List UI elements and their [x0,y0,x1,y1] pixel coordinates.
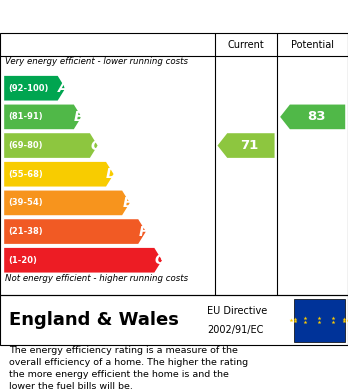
Text: 71: 71 [240,139,259,152]
Text: E: E [123,196,132,210]
Polygon shape [280,104,345,129]
Text: (21-38): (21-38) [8,227,43,236]
Text: The energy efficiency rating is a measure of the
overall efficiency of a home. T: The energy efficiency rating is a measur… [9,346,248,391]
Text: C: C [90,138,100,152]
Text: Current: Current [228,39,264,50]
Text: G: G [154,253,165,267]
Polygon shape [4,190,130,215]
Polygon shape [4,133,97,158]
Polygon shape [4,104,81,129]
Text: 83: 83 [307,110,325,124]
Polygon shape [4,248,162,273]
Text: (81-91): (81-91) [8,112,43,121]
Text: A: A [58,81,69,95]
Text: EU Directive: EU Directive [207,306,267,316]
Text: 2002/91/EC: 2002/91/EC [207,325,263,335]
Polygon shape [218,133,275,158]
Text: (1-20): (1-20) [8,256,37,265]
Text: England & Wales: England & Wales [9,311,179,329]
Text: Potential: Potential [291,39,334,50]
Polygon shape [4,76,65,100]
Polygon shape [4,219,146,244]
Text: (69-80): (69-80) [8,141,43,150]
Text: Very energy efficient - lower running costs: Very energy efficient - lower running co… [5,57,188,66]
Text: Not energy efficient - higher running costs: Not energy efficient - higher running co… [5,274,188,283]
Text: B: B [74,110,85,124]
Text: (55-68): (55-68) [8,170,43,179]
Text: F: F [139,224,148,239]
Bar [294,298,345,341]
Text: (92-100): (92-100) [8,84,49,93]
Text: D: D [106,167,117,181]
Polygon shape [4,162,114,187]
Text: Energy Efficiency Rating: Energy Efficiency Rating [10,10,220,25]
Text: (39-54): (39-54) [8,198,43,207]
